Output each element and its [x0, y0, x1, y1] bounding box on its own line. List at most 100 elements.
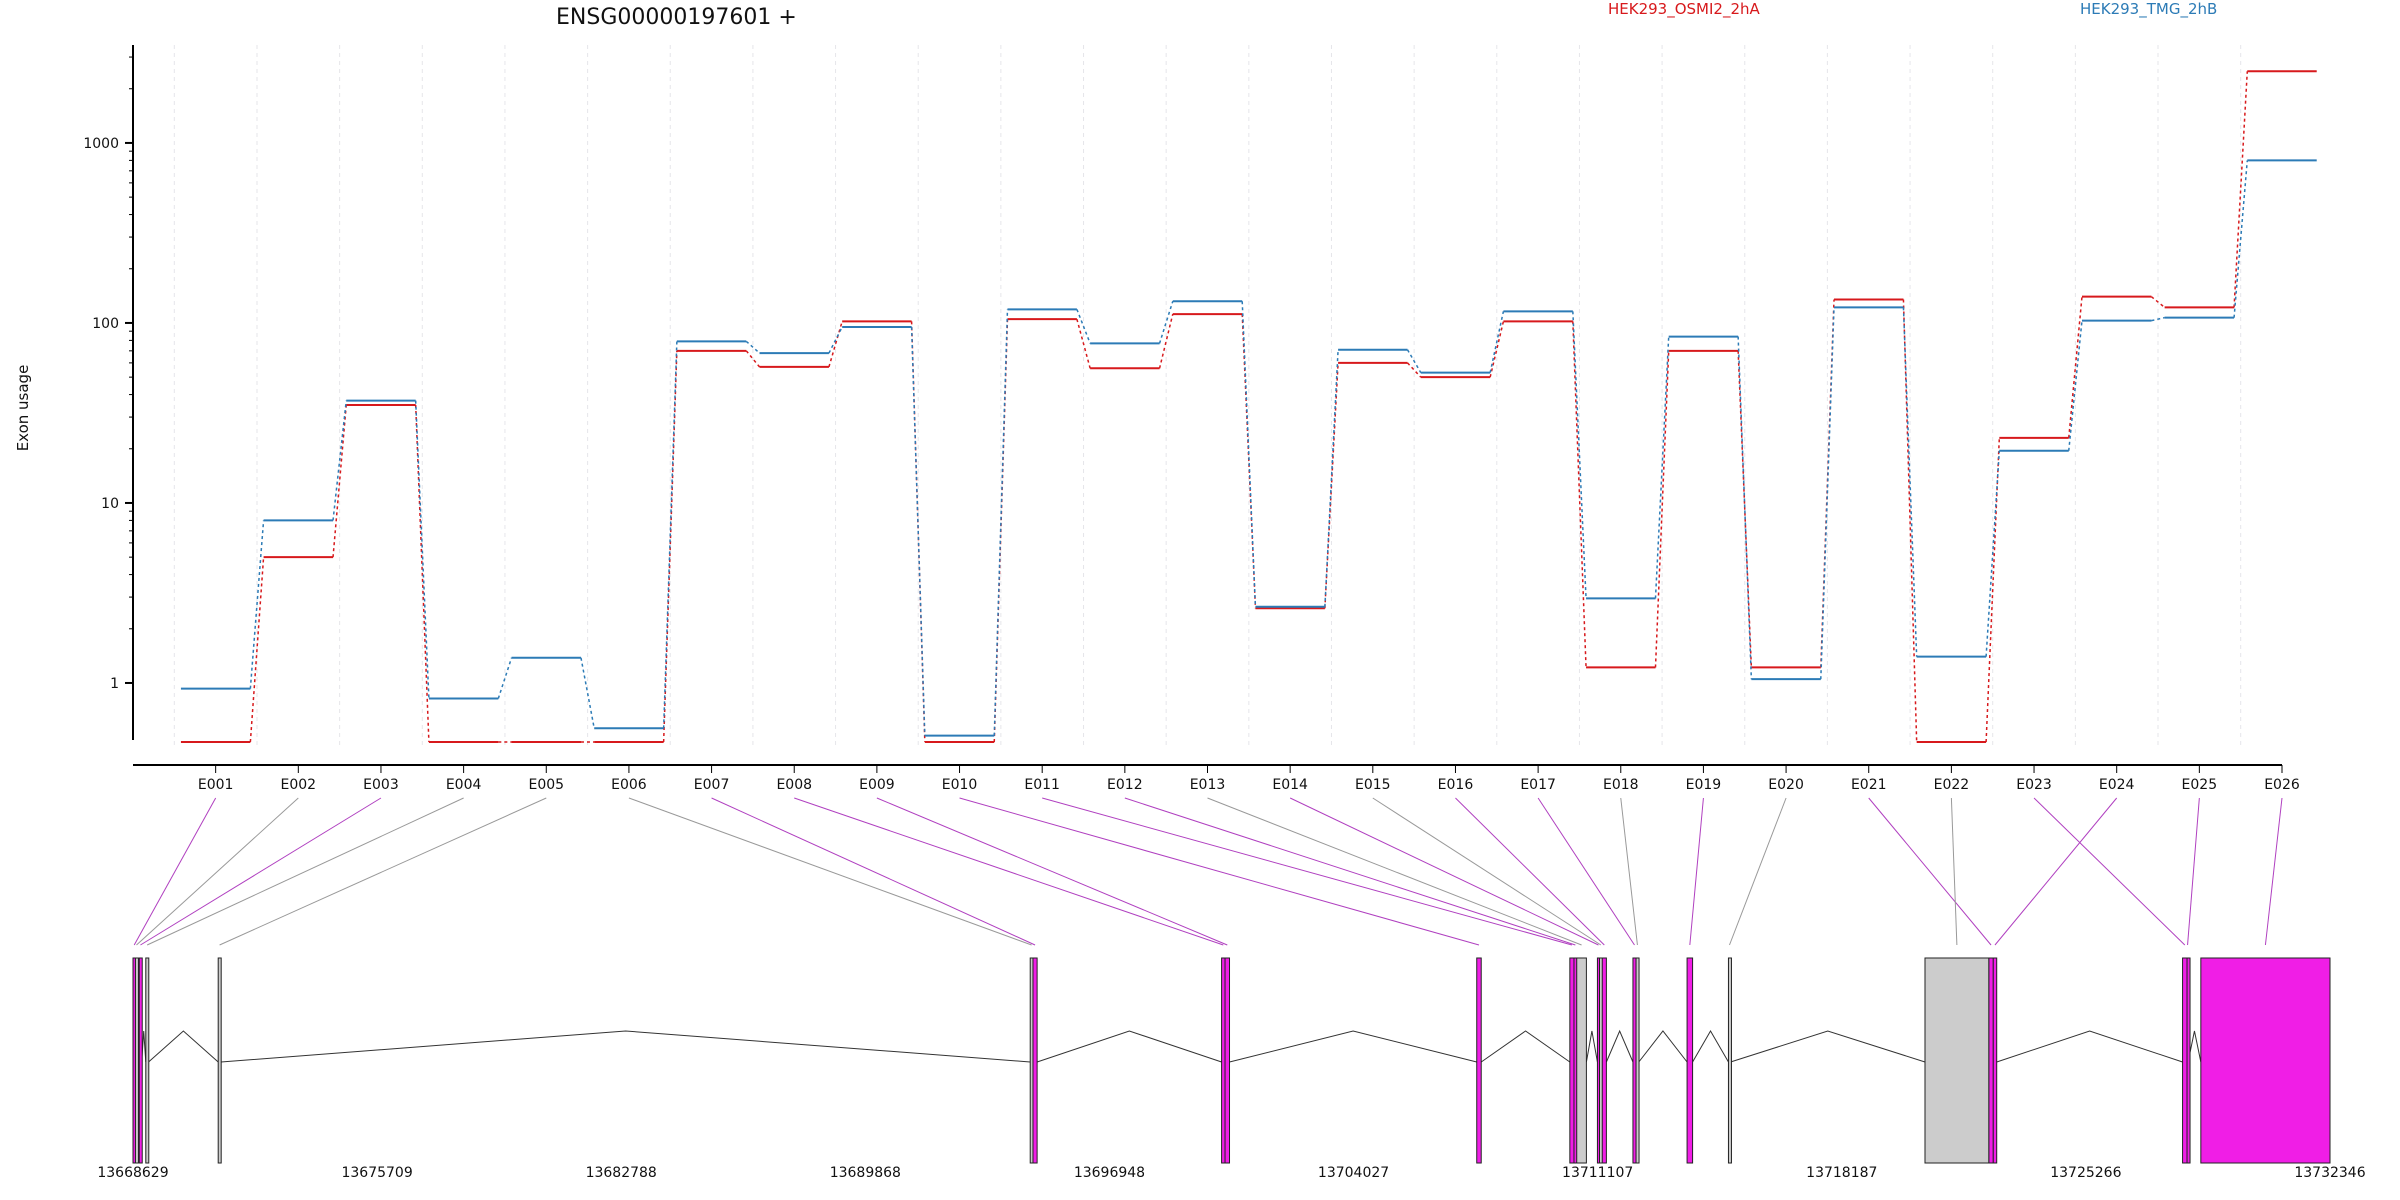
connector-E018	[1620, 797, 1638, 946]
exon-block-E023	[2182, 957, 2188, 1164]
exon-block-E026	[2200, 957, 2331, 1164]
connector-E016	[1455, 797, 1605, 946]
x-tick-label: E003	[363, 777, 399, 793]
series-2-step	[2151, 316, 2165, 322]
series-2-step	[1985, 450, 2001, 657]
intron	[1229, 1030, 1477, 1063]
series-1-step	[1902, 299, 1918, 743]
series-1-step	[249, 557, 265, 743]
series-2-step	[993, 309, 1009, 736]
exon-block-E002	[134, 957, 139, 1164]
exon-block-E016	[1601, 957, 1607, 1164]
x-tick-label: E022	[1934, 777, 1970, 793]
connector-E003	[140, 797, 382, 946]
series-2-step	[662, 341, 678, 729]
connector-E026	[2264, 797, 2283, 946]
x-tick-label: E012	[1107, 777, 1143, 793]
x-tick-label: E008	[776, 777, 812, 793]
legend-series-1: HEK293_OSMI2_2hA	[1608, 0, 1761, 19]
y-tick-label: 1	[110, 676, 119, 692]
exon-block-E010	[1476, 957, 1482, 1164]
exon-block-E019	[1686, 957, 1694, 1164]
x-tick-label: E009	[859, 777, 895, 793]
y-tick-label: 10	[101, 496, 119, 512]
connector-E010	[959, 797, 1480, 946]
genomic-tick-label: 13725266	[2050, 1165, 2121, 1181]
series-2-step	[1324, 349, 1339, 607]
x-tick-label: E014	[1272, 777, 1308, 793]
intron	[1638, 1030, 1688, 1063]
series-2-step	[497, 657, 513, 699]
intron	[1692, 1030, 1729, 1063]
genomic-tick-label: 13675709	[341, 1165, 412, 1181]
genomic-tick-label: 13704027	[1318, 1165, 1389, 1181]
chart-title: ENSG00000197601 +	[556, 5, 797, 30]
series-2-step	[1489, 311, 1505, 373]
series-2-step	[414, 400, 430, 699]
exon-block-E004	[145, 957, 150, 1164]
intron-lines	[141, 1029, 2202, 1063]
connector-E002	[136, 797, 299, 946]
intron	[1036, 1030, 1222, 1063]
y-tick-label: 1000	[83, 136, 119, 152]
series-lines	[180, 70, 2317, 743]
x-tick-label: E018	[1603, 777, 1639, 793]
x-tick-label: E020	[1768, 777, 1804, 793]
connector-E022	[1950, 797, 1958, 946]
series-2-step	[2068, 320, 2083, 451]
exon-block-E018	[1635, 957, 1640, 1164]
connector-E009	[876, 797, 1228, 946]
series-2-step	[828, 326, 843, 354]
connector-E024	[1994, 797, 2118, 946]
connector-E007	[711, 797, 1036, 946]
x-tick-label: E006	[611, 777, 647, 793]
series-2-step	[1902, 307, 1918, 657]
exon-block-E007	[1032, 957, 1038, 1164]
x-tick-label: E017	[1520, 777, 1556, 793]
intron	[1480, 1030, 1571, 1063]
x-tick-label: E015	[1355, 777, 1391, 793]
series-1-step	[1076, 318, 1091, 369]
connector-E001	[133, 797, 217, 946]
series-2-step	[1158, 301, 1174, 344]
x-tick-label: E004	[446, 777, 482, 793]
connector-E023	[2033, 797, 2186, 946]
series-2-step	[249, 520, 265, 689]
exon-block-E003	[138, 957, 143, 1164]
connector-E015	[1372, 797, 1602, 946]
series-2-step	[332, 400, 347, 521]
connector-E021	[1868, 797, 1992, 946]
series-1-step	[2150, 296, 2166, 308]
exon-block-E020	[1727, 957, 1732, 1164]
x-tick-label: E024	[2099, 777, 2135, 793]
series-2-step	[1076, 309, 1091, 344]
x-tick-label: E026	[2264, 777, 2300, 793]
exon-block-E013	[1576, 957, 1587, 1164]
connector-E025	[2187, 797, 2200, 946]
exon-block-E025	[2186, 957, 2191, 1164]
series-1-step	[1654, 350, 1670, 668]
series-2-step	[2233, 160, 2249, 318]
series-2-step	[1406, 349, 1422, 373]
connector-E013	[1207, 797, 1582, 946]
exon-block-E011	[1569, 957, 1575, 1164]
x-tick-label: E010	[942, 777, 978, 793]
genomic-tick-label: 13668629	[97, 1165, 168, 1181]
x-tick-label: E023	[2016, 777, 2052, 793]
series-2-step	[910, 326, 926, 736]
exon-block-E024	[1992, 957, 1998, 1164]
x-tick-label: E001	[198, 777, 234, 793]
vertical-grid	[173, 45, 2242, 747]
connector-E014	[1289, 797, 1599, 946]
x-axis: E001 E002 E003 E004 E005 E006 E007 E008 E009 E010…	[133, 764, 2300, 793]
genomic-tick-label: 13689868	[830, 1165, 901, 1181]
exon-block-E008	[1221, 957, 1226, 1164]
series-2-step	[745, 340, 761, 354]
exon-block-E022	[1924, 957, 1990, 1164]
series-1-step	[332, 404, 347, 558]
y-axis-label: Exon usage	[14, 365, 32, 452]
exon-block-E005	[217, 957, 222, 1164]
y-tick-label: 100	[92, 316, 119, 332]
intron	[1605, 1029, 1634, 1063]
genomic-tick-label: 13682788	[586, 1165, 657, 1181]
